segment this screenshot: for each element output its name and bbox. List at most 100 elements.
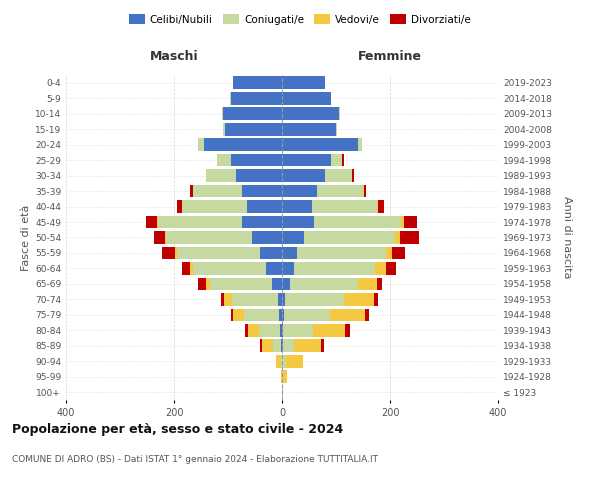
Bar [244,308,280,321]
Bar [331,154,343,166]
Bar [282,184,317,198]
Text: Femmine: Femmine [358,50,422,62]
Bar [345,324,349,336]
Bar [282,308,284,321]
Bar [182,200,247,213]
Bar [262,340,273,352]
Bar [314,216,401,228]
Bar [286,355,302,368]
Bar [395,231,400,244]
Bar [266,262,282,275]
Bar [233,76,282,89]
Bar [375,262,386,275]
Bar [176,246,260,260]
Bar [190,262,193,275]
Bar [253,231,282,244]
Bar [198,278,206,290]
Bar [182,262,190,275]
Bar [230,92,282,104]
Bar [400,231,419,244]
Bar [175,246,176,260]
Bar [282,293,285,306]
Bar [206,278,210,290]
Text: COMUNE DI ADRO (BS) - Dati ISTAT 1° gennaio 2024 - Elaborazione TUTTITALIA.IT: COMUNE DI ADRO (BS) - Dati ISTAT 1° genn… [12,455,378,464]
Bar [281,370,282,383]
Text: Maschi: Maschi [149,50,199,62]
Bar [280,324,282,336]
Bar [241,216,282,228]
Bar [294,340,321,352]
Bar [272,278,282,290]
Bar [297,246,386,260]
Bar [282,324,283,336]
Bar [364,184,366,198]
Y-axis label: Fasce di età: Fasce di età [21,204,31,270]
Bar [401,216,404,228]
Bar [283,324,313,336]
Bar [284,308,329,321]
Bar [343,154,344,166]
Bar [282,231,304,244]
Bar [374,293,378,306]
Bar [282,216,314,228]
Bar [223,108,282,120]
Bar [161,246,175,260]
Bar [282,278,290,290]
Bar [206,169,236,182]
Bar [223,123,226,136]
Bar [329,308,365,321]
Y-axis label: Anni di nascita: Anni di nascita [562,196,572,279]
Bar [338,108,340,120]
Bar [230,154,282,166]
Bar [285,293,344,306]
Bar [282,370,283,383]
Bar [221,293,224,306]
Bar [166,231,253,244]
Bar [336,123,337,136]
Bar [231,308,233,321]
Bar [344,293,374,306]
Bar [352,169,354,182]
Bar [282,123,336,136]
Bar [204,138,282,151]
Bar [290,278,358,290]
Bar [304,231,395,244]
Bar [282,76,325,89]
Bar [260,246,282,260]
Bar [193,262,266,275]
Bar [358,138,362,151]
Bar [281,340,282,352]
Bar [273,340,281,352]
Bar [283,340,294,352]
Bar [226,123,282,136]
Bar [386,262,397,275]
Bar [282,386,283,398]
Text: Popolazione per età, sesso e stato civile - 2024: Popolazione per età, sesso e stato civil… [12,422,343,436]
Bar [404,216,417,228]
Bar [198,138,204,151]
Bar [245,324,248,336]
Bar [275,355,281,368]
Bar [282,200,312,213]
Legend: Celibi/Nubili, Coniugati/e, Vedovi/e, Divorziati/e: Celibi/Nubili, Coniugati/e, Vedovi/e, Di… [125,10,475,29]
Bar [193,184,241,198]
Bar [236,169,282,182]
Bar [217,154,230,166]
Bar [146,216,157,228]
Bar [210,278,272,290]
Bar [386,246,392,260]
Bar [392,246,405,260]
Bar [377,200,384,213]
Bar [221,108,223,120]
Bar [233,308,244,321]
Bar [176,200,182,213]
Bar [278,293,282,306]
Bar [358,278,377,290]
Bar [281,355,282,368]
Bar [260,340,262,352]
Bar [377,278,382,290]
Bar [313,324,345,336]
Bar [248,324,259,336]
Bar [282,92,331,104]
Bar [325,169,352,182]
